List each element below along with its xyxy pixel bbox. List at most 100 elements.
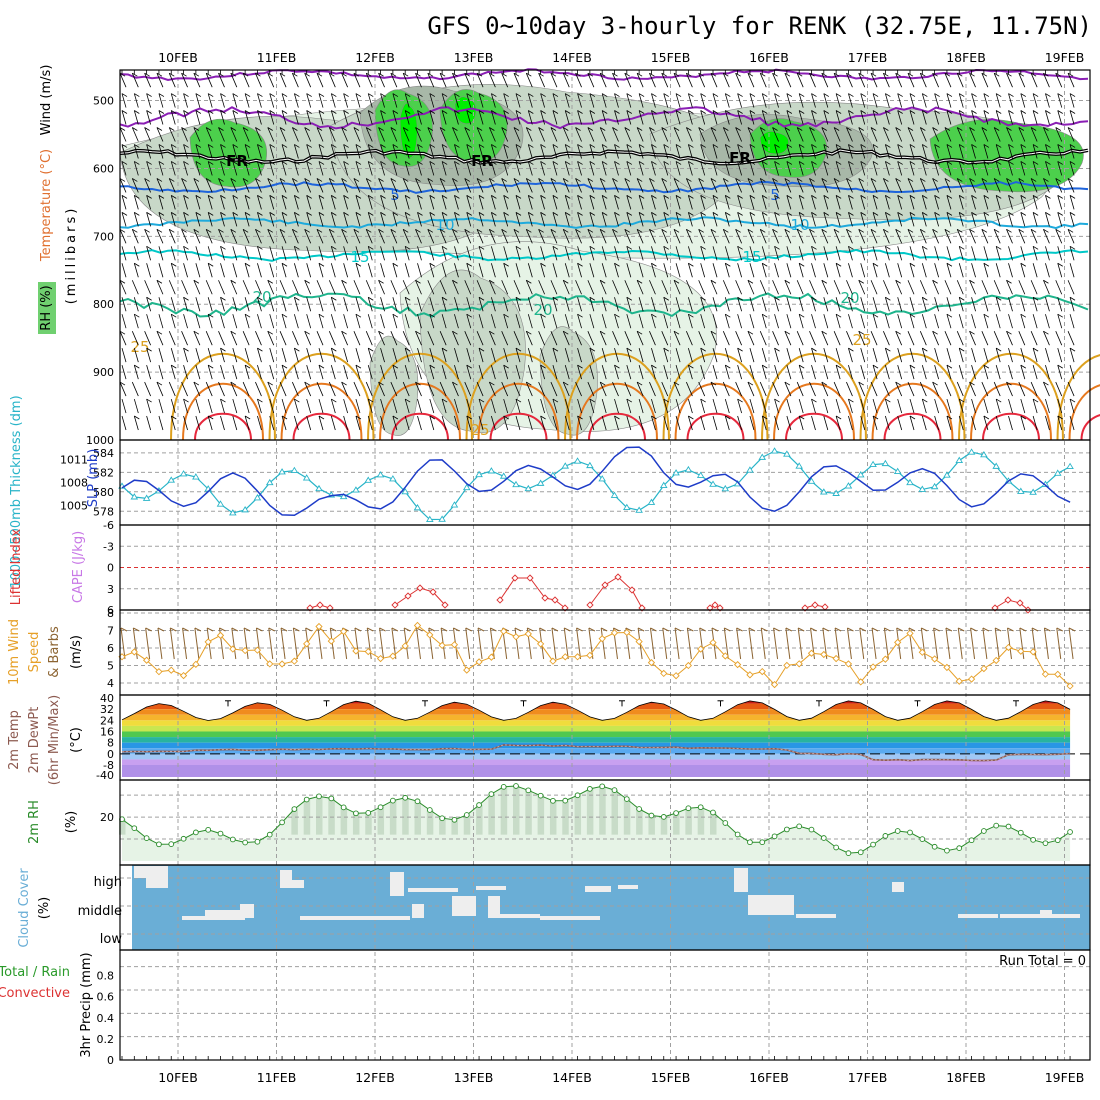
wind-barb <box>587 178 595 193</box>
wind-barb-flag <box>318 144 325 148</box>
wind-barb <box>158 246 164 261</box>
wind-barb <box>1006 229 1013 244</box>
rh2m-line-marker <box>907 829 913 836</box>
wind-barb <box>195 195 201 210</box>
ytick-precip: 0.4 <box>97 1012 115 1025</box>
wind-barb-flag <box>392 161 399 165</box>
wind-barb <box>958 263 964 278</box>
wind-barb <box>328 331 336 346</box>
wind-barb-flag <box>540 144 546 148</box>
wind-barb <box>255 73 262 88</box>
slp-line-marker <box>253 494 262 501</box>
wind-barb <box>429 93 435 108</box>
wind-barb-flag <box>920 72 926 77</box>
wind-barb <box>330 195 336 210</box>
wind-barb-flag <box>897 195 903 199</box>
wind-barb <box>220 110 225 125</box>
wind-barb <box>230 381 238 397</box>
wind-barb-flag <box>959 296 965 301</box>
wind-barb <box>835 195 841 210</box>
wind-barb-flag <box>663 212 669 216</box>
wind-barb <box>441 144 447 159</box>
wind-barb <box>404 415 410 431</box>
wind-barb-flag <box>983 212 990 216</box>
cloud-cover-block <box>476 886 506 890</box>
wind-barb <box>686 127 693 142</box>
wind-barb-flag <box>392 212 399 216</box>
wind-barb <box>737 314 743 329</box>
wind-barb-flag <box>1006 330 1012 335</box>
wind-barb <box>724 144 730 159</box>
wind-barb <box>220 144 225 159</box>
wind-barb-flag <box>195 110 202 114</box>
slp-line-marker <box>918 485 927 492</box>
temp-contour-surface <box>477 382 560 441</box>
wind-barb <box>700 212 706 227</box>
temp-band <box>122 703 1071 710</box>
wind-barb-flag <box>872 415 879 420</box>
wind-barb-flag <box>601 93 608 97</box>
wind-barb <box>772 229 779 244</box>
wind-barb-flag <box>478 144 485 148</box>
wind-barb <box>1067 178 1075 193</box>
rh2m-line-marker <box>697 804 704 811</box>
wind-barb-flag <box>1006 178 1012 182</box>
wind-barb-flag <box>378 228 384 233</box>
wind-barb <box>661 381 669 397</box>
wind-barb <box>724 297 730 312</box>
wind-barb <box>306 314 312 329</box>
wind-barb <box>195 212 201 227</box>
wind-barb-flag <box>1067 178 1074 182</box>
wind-barb <box>909 365 915 380</box>
wind-barb-flag <box>304 72 310 77</box>
wind-barb-flag <box>267 127 273 131</box>
wind-barb <box>784 73 792 88</box>
wind-barb <box>712 195 718 210</box>
wind-barb-flag <box>688 195 694 199</box>
wind-barb <box>796 229 804 244</box>
wind-speed-line-marker <box>561 653 569 661</box>
wind-barb <box>392 297 398 312</box>
wind-barb-flag <box>749 161 756 165</box>
run-total: Run Total = 0 <box>999 954 1086 969</box>
wind-barb-flag <box>1008 212 1014 216</box>
date-label-bottom: 10FEB <box>158 1070 198 1085</box>
wind-barb <box>404 398 410 414</box>
wind-barb-flag <box>552 195 559 199</box>
wind-barb-10m-flag <box>994 627 1002 632</box>
wind-barb <box>341 381 348 397</box>
wind-barb <box>218 229 225 244</box>
wind-barb <box>577 348 582 363</box>
wind-barb-flag <box>587 127 594 131</box>
wind-barb-flag <box>835 93 842 97</box>
wind-barb <box>170 161 176 176</box>
rh2m-line-marker <box>1054 837 1061 844</box>
wind-barb <box>304 229 312 244</box>
wind-barb <box>1006 331 1013 346</box>
wind-barb <box>392 263 398 278</box>
wind-barb-flag <box>146 161 152 165</box>
wind-barb-flag <box>466 93 472 97</box>
wind-barb-flag <box>932 330 938 335</box>
wind-barb-flag <box>737 398 743 403</box>
wind-barb-flag <box>281 144 288 148</box>
wind-barb <box>490 348 496 363</box>
wind-barb <box>601 297 607 312</box>
wind-barb <box>624 73 632 88</box>
wind-barb-flag <box>417 110 423 114</box>
wind-barb <box>564 398 570 414</box>
wind-barb <box>1008 415 1013 431</box>
wind-barb-flag <box>232 212 239 216</box>
temp-contour-surface <box>280 382 363 441</box>
wind-barb <box>897 365 903 380</box>
wind-barb-flag <box>563 279 569 284</box>
slp-line-marker <box>524 484 533 492</box>
wind-barb <box>663 93 669 108</box>
wind-barb <box>439 73 447 88</box>
wind-barb-flag <box>747 228 754 233</box>
wind-barb <box>599 229 607 244</box>
wind-barb-10m-flag <box>711 627 719 632</box>
wind-barb <box>835 144 841 159</box>
wind-barb <box>380 415 385 431</box>
wind-barb <box>710 331 718 346</box>
